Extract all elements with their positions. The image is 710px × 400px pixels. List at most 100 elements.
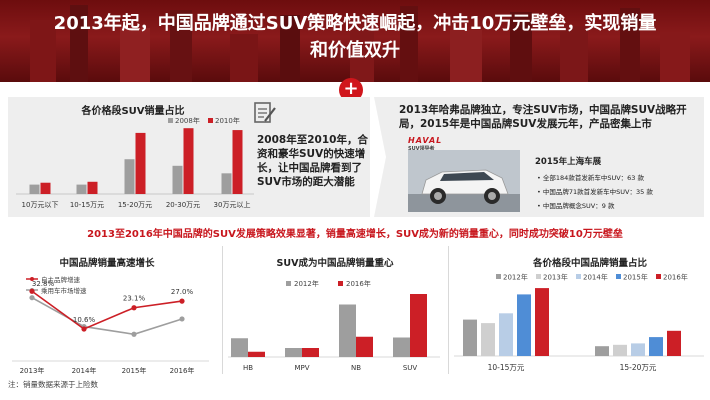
car-illustration: [408, 150, 520, 212]
legend-label: 2013年: [543, 273, 568, 282]
bar: [339, 304, 356, 357]
category-label: NB: [351, 364, 361, 372]
title-line-1: 2013年起，中国品牌通过SUV策略快速崛起，冲击10万元壁垒，实现销量: [53, 13, 657, 34]
legend-swatch: [208, 118, 213, 123]
bar: [499, 313, 513, 356]
legend-label: 2012年: [294, 279, 319, 288]
data-point: [179, 298, 185, 304]
category-label: 2014年: [72, 366, 97, 375]
legend-swatch: [536, 274, 541, 279]
legend-swatch: [616, 274, 621, 279]
bar: [183, 128, 194, 194]
data-label: 10.6%: [73, 316, 96, 324]
data-label: 27.0%: [171, 288, 194, 296]
bar: [410, 294, 427, 357]
city-skyline-background: [30, 5, 690, 82]
category-label: 20-30万元: [166, 201, 200, 209]
page-title: 2013年起，中国品牌通过SUV策略快速崛起，冲击10万元壁垒，实现销量 和价值…: [0, 10, 710, 64]
data-point: [131, 305, 137, 311]
category-label: 10-15万元: [488, 363, 525, 372]
divider: [222, 246, 223, 374]
bar: [302, 348, 319, 357]
data-point: [81, 326, 87, 332]
suv-share-bar-chart: SUV成为中国品牌销量重心 2012年 2016年 HB MPV NB SUV: [228, 257, 440, 372]
category-label: 10万元以下: [22, 201, 59, 209]
legend-label: 2010年: [215, 116, 240, 125]
data-point: [29, 288, 35, 294]
category-label: 30万元以上: [214, 200, 251, 209]
bar: [649, 337, 663, 356]
list-item: 中国品牌概念SUV：9 款: [537, 199, 653, 213]
category-label: 10-15万元: [70, 201, 104, 209]
legend-label: 2012年: [503, 273, 528, 282]
bar: [87, 181, 98, 194]
bar: [135, 132, 146, 194]
legend-label: 2016年: [663, 273, 688, 282]
data-point: [29, 295, 35, 301]
chart-title: 各价格段SUV销量占比: [80, 104, 184, 117]
category-label: 2015年: [122, 366, 147, 375]
bar: [613, 344, 627, 356]
document-pen-icon: [254, 102, 276, 123]
haval-logo: HAVAL SUV领导者: [408, 136, 443, 152]
category-label: 15-20万元: [620, 363, 657, 372]
bar: [535, 288, 549, 356]
legend-swatch: [286, 281, 291, 286]
bar: [463, 319, 477, 356]
bar: [40, 182, 51, 194]
bar: [124, 159, 135, 194]
legend-swatch: [656, 274, 661, 279]
haval-strategy-text: 2013年哈弗品牌独立，专注SUV市场，中国品牌SUV战略开局，2015年是中国…: [399, 104, 687, 130]
title-line-2: 和价值双升: [310, 40, 400, 61]
bar: [232, 130, 243, 194]
category-label: HB: [243, 364, 253, 372]
bar: [231, 338, 248, 357]
bar: [285, 348, 302, 357]
data-label: 32.8%: [32, 280, 55, 288]
bar: [29, 184, 40, 194]
bar: [356, 336, 373, 357]
legend-swatch: [576, 274, 581, 279]
legend-label: 2008年: [175, 116, 200, 125]
data-point: [131, 331, 137, 337]
bar: [595, 346, 609, 356]
chart-title: SUV成为中国品牌销量重心: [277, 257, 394, 269]
data-point: [179, 316, 185, 322]
category-label: SUV: [403, 364, 418, 372]
chart-title: 各价格段中国品牌销量占比: [532, 257, 648, 269]
summary-subtitle: 2013至2016年中国品牌的SUV发展策略效果显著，销量高速增长，SUV成为新…: [87, 229, 623, 240]
legend-swatch: [168, 118, 173, 123]
list-item: 全部184款首发新车中SUV：63 款: [537, 171, 653, 185]
legend-label: 2016年: [346, 279, 371, 288]
chart-title: 中国品牌销量高速增长: [59, 257, 155, 269]
data-label: 23.1%: [123, 295, 146, 303]
divider: [448, 246, 449, 374]
bar: [393, 337, 410, 357]
bar: [172, 165, 183, 194]
legend-label: 乘用车市场增速: [41, 286, 87, 295]
list-item: 中国品牌71款首发新车中SUV：35 款: [537, 185, 653, 199]
legend-label: 2014年: [583, 273, 608, 282]
series-line: [31, 297, 183, 336]
category-label: 2016年: [170, 366, 195, 375]
header-banner: 2013年起，中国品牌通过SUV策略快速崛起，冲击10万元壁垒，实现销量 和价值…: [0, 0, 710, 82]
suv-car-photo: [408, 150, 520, 212]
bar: [667, 330, 681, 356]
price-segment-share-chart: 各价格段中国品牌销量占比 2012年 2013年 2014年 2015年 2016年 10-…: [454, 257, 704, 372]
footnote: 注：销量数据来源于上险数: [8, 380, 98, 389]
bar: [631, 343, 645, 356]
shanghai-show-list: 全部184款首发新车中SUV：63 款 中国品牌71款首发新车中SUV：35 款…: [537, 171, 653, 213]
shanghai-show-title: 2015年上海车展: [535, 157, 602, 167]
bar: [248, 351, 265, 357]
note-text: 2008年至2010年，合资和豪华SUV的快速增长，让中国品牌看到了SUV市场的…: [257, 134, 368, 188]
legend-marker: [30, 277, 34, 281]
bar: [517, 294, 531, 356]
category-label: 2013年: [20, 366, 45, 375]
legend-label: 自主品牌增速: [41, 275, 81, 284]
category-label: 15-20万元: [118, 201, 152, 209]
bar: [221, 173, 232, 194]
category-label: MPV: [294, 364, 309, 372]
legend-label: 2015年: [623, 273, 648, 282]
bar: [76, 184, 87, 194]
